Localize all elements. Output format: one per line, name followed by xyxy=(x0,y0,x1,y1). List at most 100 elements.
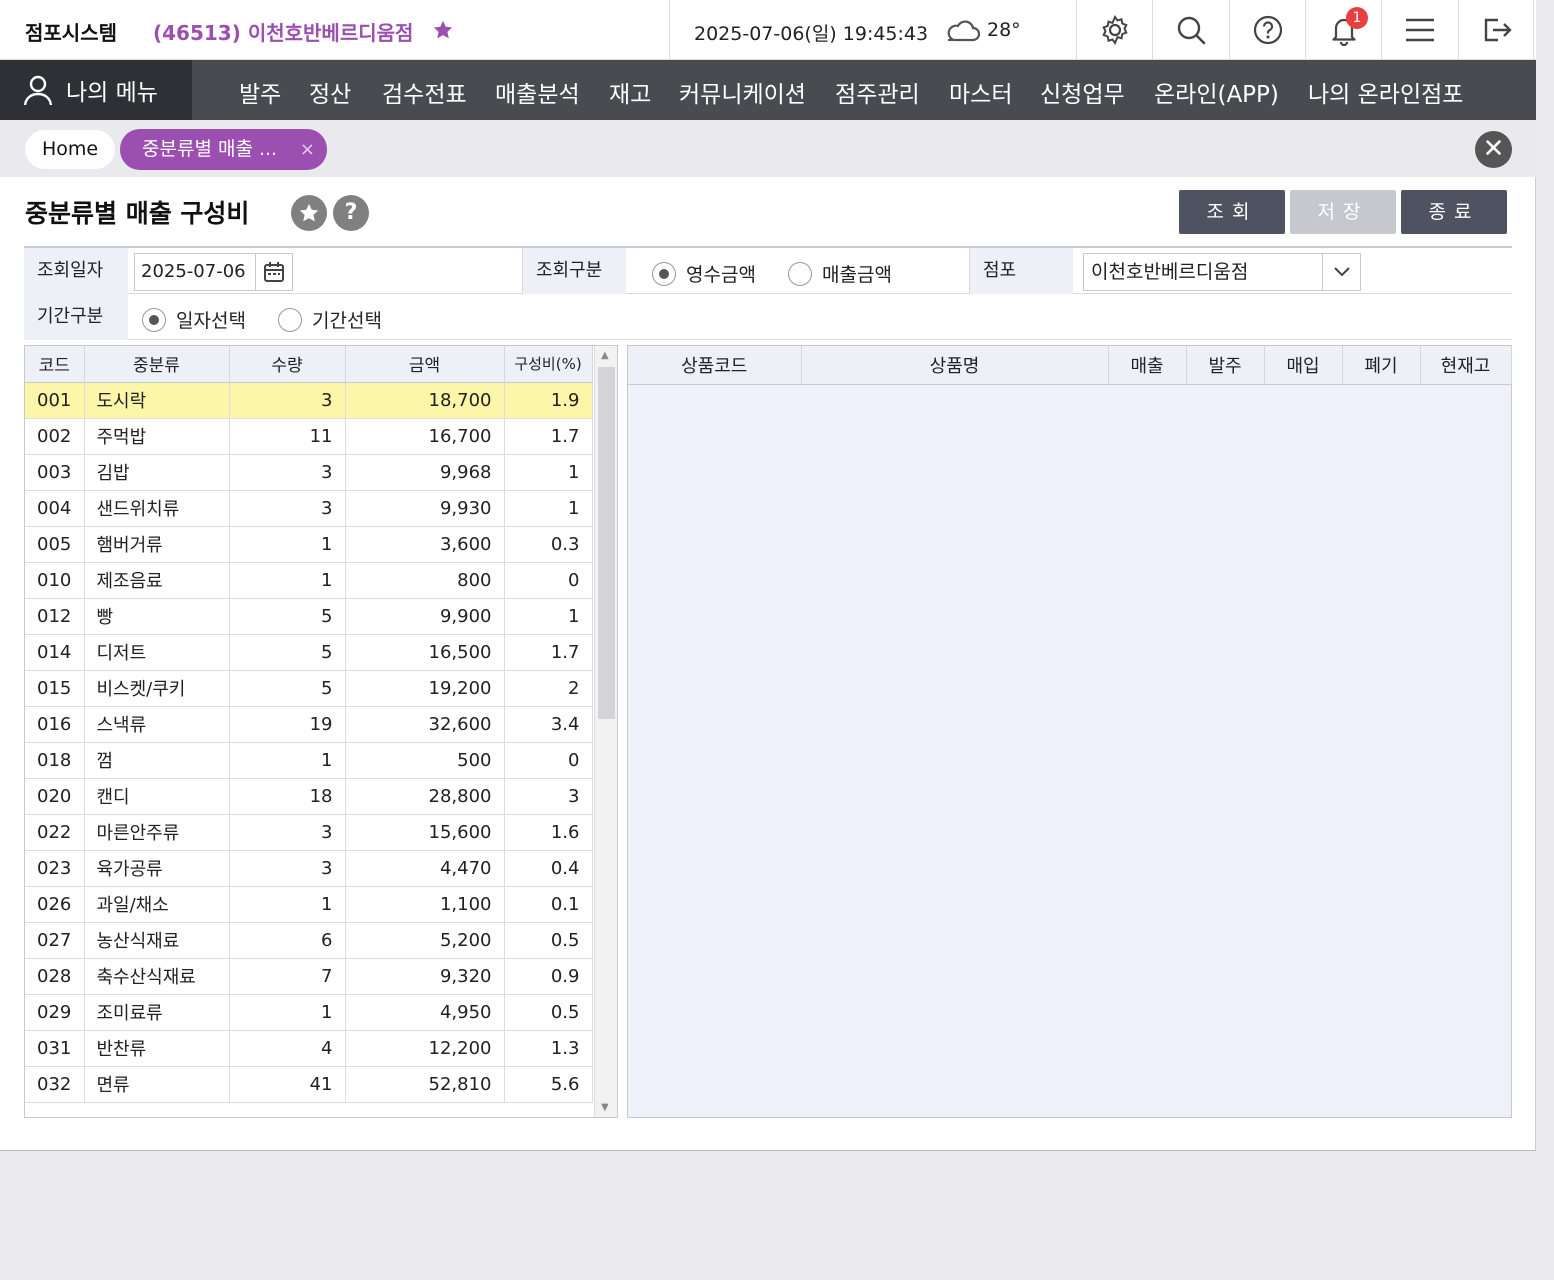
help-button[interactable] xyxy=(1229,0,1305,60)
my-menu-button[interactable]: 나의 메뉴 xyxy=(0,60,192,120)
date-field[interactable]: 2025-07-06 xyxy=(134,253,293,291)
settings-button[interactable] xyxy=(1076,0,1152,60)
table-row[interactable]: 028 축수산식재료 7 9,320 0.9 xyxy=(25,958,593,995)
table-row[interactable]: 031 반찬류 4 12,200 1.3 xyxy=(25,1030,593,1067)
help-circle-icon[interactable]: ? xyxy=(333,195,369,231)
table-cell: 면류 xyxy=(84,1066,230,1103)
close-all-tabs-icon[interactable]: ✕ xyxy=(1475,131,1512,168)
table-row[interactable]: 012 빵 5 9,900 1 xyxy=(25,598,593,635)
nav-item-settlement[interactable]: 정산 xyxy=(309,82,352,108)
col-header[interactable]: 상품명 xyxy=(801,346,1109,385)
table-row[interactable]: 004 샌드위치류 3 9,930 1 xyxy=(25,490,593,527)
table-row[interactable]: 023 육가공류 3 4,470 0.4 xyxy=(25,850,593,887)
table-cell: 010 xyxy=(25,562,85,599)
table-row[interactable]: 029 조미료류 1 4,950 0.5 xyxy=(25,994,593,1031)
nav-item-sales-analysis[interactable]: 매출분석 xyxy=(495,82,580,108)
page-title: 중분류별 매출 구성비 xyxy=(25,199,250,228)
table-row[interactable]: 002 주먹밥 11 16,700 1.7 xyxy=(25,418,593,455)
tab-category-sales[interactable]: 중분류별 매출 ... × xyxy=(120,129,327,170)
table-cell: 800 xyxy=(345,562,505,599)
search-button[interactable] xyxy=(1152,0,1228,60)
table-row[interactable]: 032 면류 41 52,810 5.6 xyxy=(25,1066,593,1103)
nav-item-communication[interactable]: 커뮤니케이션 xyxy=(679,82,806,108)
table-cell: 농산식재료 xyxy=(84,922,230,959)
table-cell: 19,200 xyxy=(345,670,505,707)
star-icon[interactable] xyxy=(432,19,454,41)
tab-close-icon[interactable]: × xyxy=(299,139,315,160)
col-header[interactable]: 중분류 xyxy=(84,346,230,383)
scroll-down-icon[interactable]: ▼ xyxy=(601,1102,609,1113)
table-cell: 032 xyxy=(25,1066,85,1103)
table-cell: 디저트 xyxy=(84,634,230,671)
col-header[interactable]: 현재고 xyxy=(1420,346,1512,385)
table-row[interactable]: 005 햄버거류 1 3,600 0.3 xyxy=(25,526,593,563)
col-header[interactable]: 폐기 xyxy=(1342,346,1421,385)
store-select[interactable]: 이천호반베르디움점 xyxy=(1083,253,1361,291)
menu-button[interactable] xyxy=(1381,0,1457,60)
table-cell: 빵 xyxy=(84,598,230,635)
type-label: 조회구분 xyxy=(522,248,626,294)
radio-unchecked xyxy=(278,307,302,332)
col-header[interactable]: 수량 xyxy=(229,346,346,383)
logout-button[interactable] xyxy=(1458,0,1534,60)
radio-receipt-amount[interactable]: 영수금액 xyxy=(652,260,756,287)
table-row[interactable]: 018 껌 1 500 0 xyxy=(25,742,593,779)
nav-item-inspection[interactable]: 검수전표 xyxy=(382,82,467,108)
col-header[interactable]: 매출 xyxy=(1108,346,1187,385)
table-row[interactable]: 015 비스켓/쿠키 5 19,200 2 xyxy=(25,670,593,707)
table-cell: 스낵류 xyxy=(84,706,230,743)
table-row[interactable]: 003 김밥 3 9,968 1 xyxy=(25,454,593,491)
dropdown-button[interactable] xyxy=(1322,254,1360,290)
calendar-button[interactable] xyxy=(255,254,292,290)
store-name[interactable]: (46513) 이천호반베르디움점 xyxy=(153,21,414,45)
table-cell: 023 xyxy=(25,850,85,887)
top-bar: 점포시스템 (46513) 이천호반베르디움점 2025-07-06(일) 19… xyxy=(0,0,1536,60)
col-header[interactable]: 발주 xyxy=(1186,346,1265,385)
save-button[interactable]: 저장 xyxy=(1290,190,1396,234)
table-row[interactable]: 022 마른안주류 3 15,600 1.6 xyxy=(25,814,593,851)
table-row[interactable]: 027 농산식재료 6 5,200 0.5 xyxy=(25,922,593,959)
radio-sales-amount[interactable]: 매출금액 xyxy=(788,260,892,287)
nav-item-requests[interactable]: 신청업무 xyxy=(1040,82,1125,108)
table-row[interactable]: 010 제조음료 1 800 0 xyxy=(25,562,593,599)
col-header[interactable]: 구성비(%) xyxy=(504,346,593,383)
table-row[interactable]: 016 스낵류 19 32,600 3.4 xyxy=(25,706,593,743)
col-header[interactable]: 매입 xyxy=(1264,346,1343,385)
date-value: 2025-07-06 xyxy=(141,261,246,282)
favorite-star-icon[interactable] xyxy=(291,195,327,231)
tab-label: 중분류별 매출 ... xyxy=(142,138,278,160)
table-row[interactable]: 026 과일/채소 1 1,100 0.1 xyxy=(25,886,593,923)
search-button[interactable]: 조회 xyxy=(1179,190,1285,234)
notification-button[interactable]: 1 xyxy=(1305,0,1381,60)
nav-item-master[interactable]: 마스터 xyxy=(949,82,1013,108)
table-row[interactable]: 014 디저트 5 16,500 1.7 xyxy=(25,634,593,671)
scroll-thumb[interactable] xyxy=(598,367,615,719)
nav-item-my-online-store[interactable]: 나의 온라인점포 xyxy=(1308,82,1464,108)
exit-button[interactable]: 종료 xyxy=(1401,190,1507,234)
table-cell: 2 xyxy=(504,670,593,707)
nav-item-order[interactable]: 발주 xyxy=(239,82,282,108)
radio-date-select[interactable]: 일자선택 xyxy=(142,306,246,333)
tab-home[interactable]: Home xyxy=(25,130,115,169)
table-cell: 제조음료 xyxy=(84,562,230,599)
table-cell: 012 xyxy=(25,598,85,635)
table-cell: 12,200 xyxy=(345,1030,505,1067)
category-grid: 코드 중분류 수량 금액 구성비(%) 001 도시락 3 18,700 1.9 002 주… xyxy=(24,345,618,1118)
datetime: 2025-07-06(일) 19:45:43 xyxy=(694,23,929,45)
table-row[interactable]: 001 도시락 3 18,700 1.9 xyxy=(25,382,593,419)
table-cell: 19 xyxy=(229,706,346,743)
vertical-scrollbar[interactable]: ▲ ▼ xyxy=(594,346,617,1117)
table-cell: 반찬류 xyxy=(84,1030,230,1067)
col-header[interactable]: 상품코드 xyxy=(628,346,802,385)
store-select-value: 이천호반베르디움점 xyxy=(1091,261,1249,283)
col-header[interactable]: 금액 xyxy=(345,346,505,383)
nav-item-online-app[interactable]: 온라인(APP) xyxy=(1154,82,1279,108)
scroll-up-icon[interactable]: ▲ xyxy=(601,350,609,361)
nav-item-inventory[interactable]: 재고 xyxy=(609,82,652,108)
table-cell: 육가공류 xyxy=(84,850,230,887)
table-cell: 003 xyxy=(25,454,85,491)
radio-period-select[interactable]: 기간선택 xyxy=(278,306,382,333)
col-header[interactable]: 코드 xyxy=(25,346,85,383)
nav-item-owner-management[interactable]: 점주관리 xyxy=(835,82,920,108)
table-row[interactable]: 020 캔디 18 28,800 3 xyxy=(25,778,593,815)
